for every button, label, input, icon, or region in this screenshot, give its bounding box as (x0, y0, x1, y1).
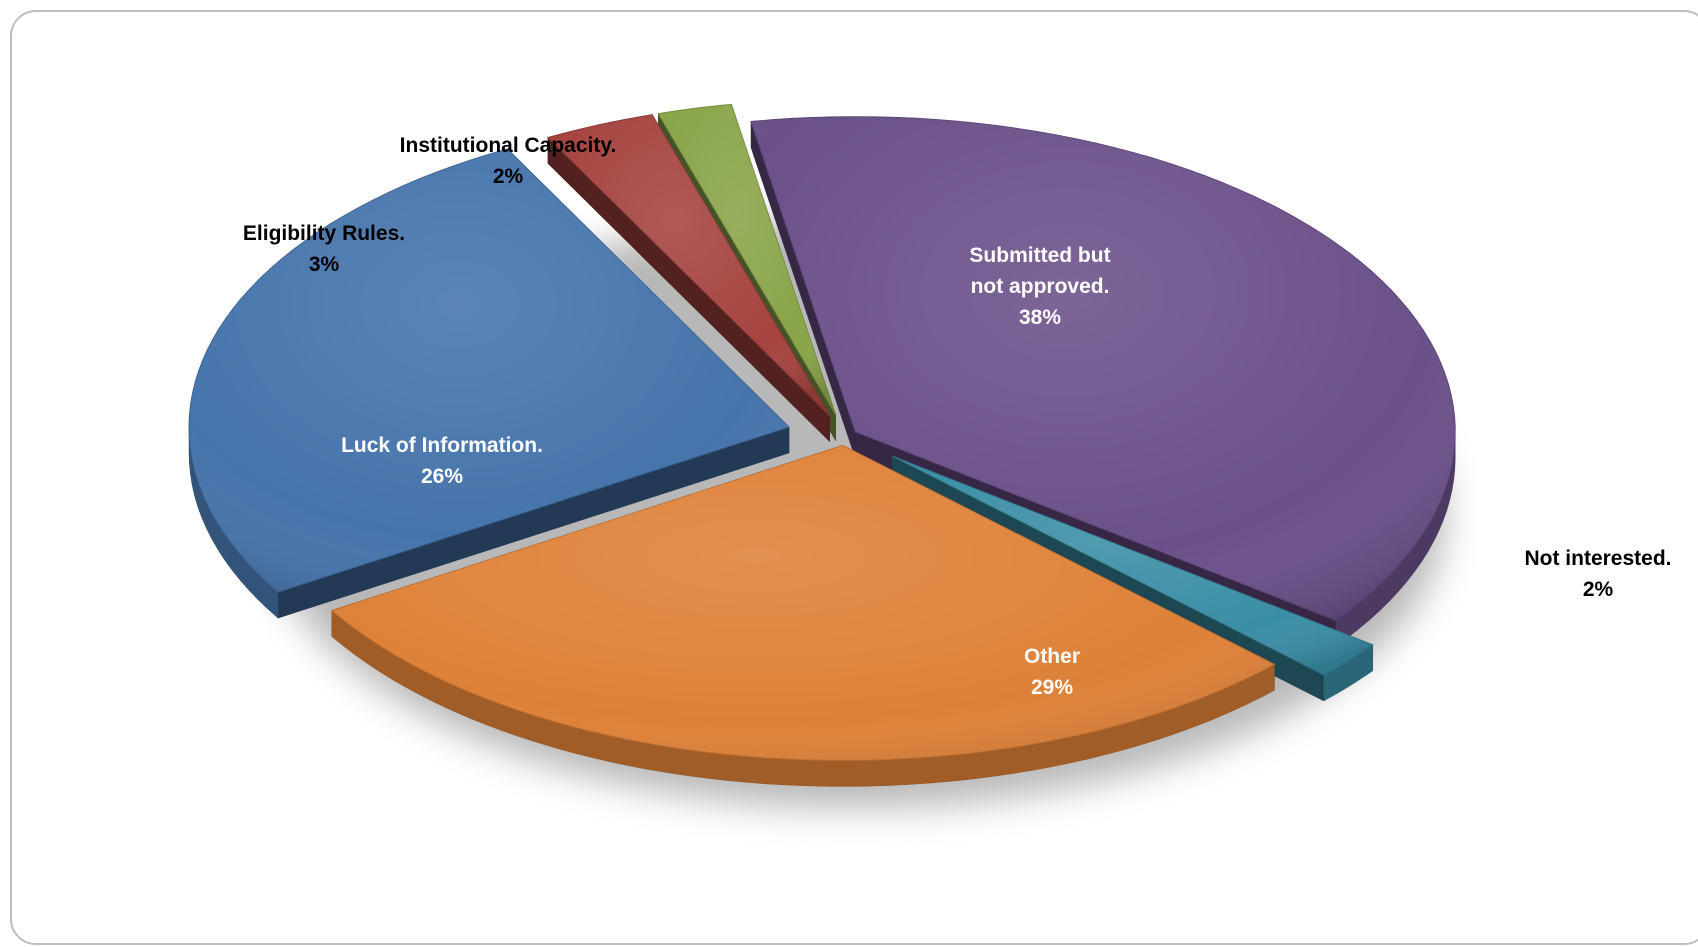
slice-label-line: Institutional Capacity. (400, 134, 617, 157)
slice-sheen-not-interested (892, 456, 1373, 675)
slice-label-other: Other 29% (1024, 645, 1080, 699)
slice-percent-submitted: 38% (1019, 306, 1061, 329)
slice-label-line: Submitted but (969, 244, 1110, 267)
slice-percent-not-interested: 2% (1583, 578, 1614, 601)
slice-label-eligibility: Eligibility Rules. 3% (243, 222, 405, 276)
slice-percent-other: 29% (1031, 676, 1073, 699)
slice-label-line: Luck of Information. (341, 434, 543, 457)
slice-label-line: Other (1024, 645, 1080, 668)
slice-label-luck: Luck of Information. 26% (341, 434, 543, 488)
slice-sheen-other (331, 445, 1275, 761)
slice-label-institutional: Institutional Capacity. 2% (400, 134, 617, 188)
slice-label-not-interested: Not interested. 2% (1524, 547, 1671, 601)
slice-sheen-submitted (751, 116, 1456, 621)
slice-label-line: Not interested. (1524, 547, 1671, 570)
slice-percent-luck: 26% (421, 465, 463, 488)
slice-label-line: Eligibility Rules. (243, 222, 405, 245)
slice-percent-institutional: 2% (493, 165, 524, 188)
slice-percent-eligibility: 3% (309, 253, 340, 276)
slice-label-line: not approved. (971, 275, 1110, 298)
slice-sheen-luck (189, 148, 789, 593)
pie-labels: Submitted but not approved. 38% Not interes… (243, 134, 1672, 699)
slice-label-submitted: Submitted but not approved. 38% (969, 244, 1110, 329)
slice-sheen-eligibility (547, 114, 830, 416)
slice-sheen-institutional (658, 104, 836, 415)
pie-tops (188, 103, 1456, 761)
